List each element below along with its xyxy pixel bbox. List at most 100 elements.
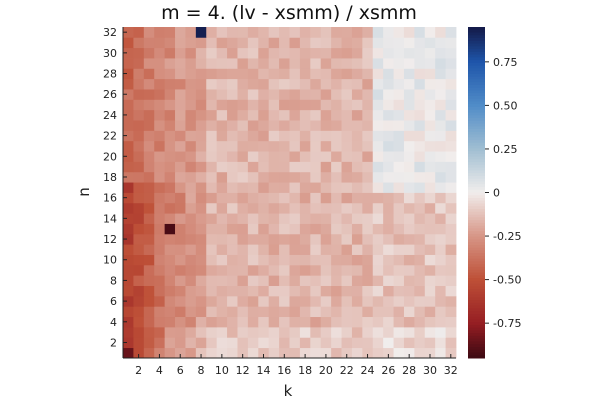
heatmap-cell [247, 337, 259, 349]
y-axis-label: n [75, 187, 93, 197]
heatmap-cell [424, 306, 436, 318]
y-tick-label: 32 [103, 26, 117, 39]
heatmap-cell [289, 78, 301, 90]
heatmap-cell [185, 347, 197, 359]
heatmap-cell [237, 223, 249, 235]
heatmap-cell [341, 130, 353, 142]
heatmap-cell [310, 140, 322, 152]
colorbar-segment [468, 300, 485, 304]
heatmap-cell [341, 337, 353, 349]
heatmap-cell [206, 347, 218, 359]
heatmap-cell [393, 275, 405, 286]
heatmap-cell [331, 78, 342, 90]
heatmap-cell [320, 140, 332, 152]
heatmap-cell [154, 192, 166, 204]
heatmap-cell [133, 254, 145, 266]
heatmap-cell [123, 306, 134, 318]
heatmap-cell [414, 244, 426, 255]
heatmap-cell [268, 347, 280, 359]
heatmap-cell [133, 161, 145, 173]
heatmap-cell [383, 37, 394, 49]
colorbar-segment [468, 233, 485, 238]
heatmap-cell [403, 68, 415, 80]
heatmap-cell [445, 140, 457, 152]
heatmap-cell [289, 99, 301, 111]
heatmap-cell [195, 151, 207, 162]
heatmap-cell [247, 316, 259, 328]
heatmap-cell [372, 337, 384, 349]
heatmap-cell [393, 99, 405, 111]
heatmap-cell [393, 47, 405, 59]
heatmap-cell [310, 171, 322, 183]
heatmap-cell [227, 161, 238, 173]
colorbar-segment [468, 170, 485, 174]
x-tick-label: 28 [402, 364, 416, 377]
heatmap-cell [154, 37, 166, 49]
heatmap-cell [175, 275, 186, 286]
heatmap-cell [383, 254, 394, 266]
heatmap-cell [227, 285, 238, 297]
heatmap-cell [268, 27, 280, 38]
heatmap-cell [331, 161, 342, 173]
heatmap-cell [279, 233, 290, 245]
heatmap-cell [424, 285, 436, 297]
heatmap-cell [299, 295, 311, 307]
heatmap-cell [185, 78, 197, 90]
heatmap-cell [206, 58, 218, 69]
heatmap-cell [247, 140, 259, 152]
heatmap-cell [247, 37, 259, 49]
heatmap-cell [341, 120, 353, 131]
heatmap-cell [133, 326, 145, 338]
heatmap-cell [299, 58, 311, 69]
heatmap-cell [351, 254, 363, 266]
heatmap-cell [185, 264, 197, 276]
heatmap-cell [237, 68, 249, 80]
heatmap-cell [175, 264, 186, 276]
heatmap-cell [216, 337, 228, 349]
colorbar-segment [468, 162, 485, 166]
heatmap-cell [362, 151, 374, 162]
colorbar-segment [468, 247, 485, 251]
heatmap-cell [393, 326, 405, 338]
heatmap-cell [195, 37, 207, 49]
colorbar-segment [468, 40, 485, 45]
heatmap-cell [435, 233, 446, 245]
heatmap-cell [164, 295, 176, 307]
heatmap-cell [195, 27, 207, 38]
heatmap-cell [216, 264, 228, 276]
heatmap-cell [133, 202, 145, 214]
heatmap-cell [331, 264, 342, 276]
heatmap-cell [175, 78, 186, 90]
heatmap-cell [237, 37, 249, 49]
heatmap-cell [237, 171, 249, 183]
heatmap-cell [435, 244, 446, 255]
heatmap-cell [133, 130, 145, 142]
heatmap-cell [341, 140, 353, 152]
heatmap-cell [331, 337, 342, 349]
heatmap-cell [227, 275, 238, 286]
heatmap-cell [164, 254, 176, 266]
heatmap-cell [331, 140, 342, 152]
heatmap-cell [175, 151, 186, 162]
heatmap-cell [227, 151, 238, 162]
heatmap-cell [154, 161, 166, 173]
heatmap-cell [362, 68, 374, 80]
heatmap-cell [331, 306, 342, 318]
heatmap-cell [143, 37, 155, 49]
heatmap-cell [247, 223, 259, 235]
heatmap-cell [247, 161, 259, 173]
heatmap-cell [362, 254, 374, 266]
heatmap-cell [258, 68, 270, 80]
heatmap-cell [424, 171, 436, 183]
heatmap-cell [372, 192, 384, 204]
colorbar-segment [468, 178, 485, 182]
heatmap-cell [424, 182, 436, 193]
colorbar-segment [468, 313, 485, 318]
heatmap-cell [175, 140, 186, 152]
heatmap-cell [237, 151, 249, 162]
heatmap-cell [372, 275, 384, 286]
heatmap-cell [237, 347, 249, 359]
heatmap-cell [185, 244, 197, 255]
heatmap-cell [133, 233, 145, 245]
heatmap-cell [435, 306, 446, 318]
